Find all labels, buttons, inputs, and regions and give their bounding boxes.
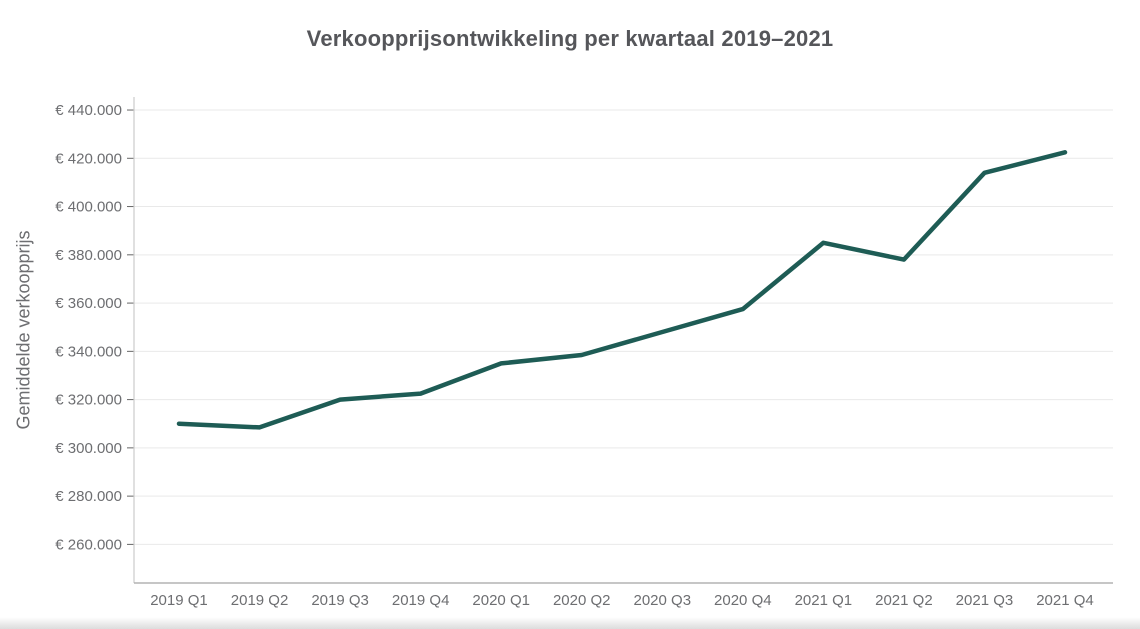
x-tick-label: 2021 Q3 [956, 592, 1014, 609]
y-tick-label: € 360.000 [55, 295, 122, 312]
x-tick-label: 2020 Q3 [633, 592, 691, 609]
y-tick-label: € 400.000 [55, 199, 122, 216]
x-tick-label: 2019 Q1 [150, 592, 208, 609]
x-tick-label: 2020 Q2 [553, 592, 611, 609]
x-tick-label: 2019 Q2 [231, 592, 289, 609]
x-tick-label: 2021 Q2 [875, 592, 933, 609]
bottom-edge-shadow [0, 617, 1140, 629]
y-tick-label: € 440.000 [55, 102, 122, 119]
y-tick-label: € 340.000 [55, 343, 122, 360]
y-tick-label: € 300.000 [55, 440, 122, 457]
x-tick-label: 2019 Q3 [311, 592, 369, 609]
chart-title: Verkoopprijsontwikkeling per kwartaal 20… [306, 26, 834, 51]
x-tick-label: 2021 Q4 [1036, 592, 1094, 609]
y-tick-label: € 260.000 [55, 536, 122, 553]
price-series-line [176, 150, 1068, 430]
y-tick-label: € 280.000 [55, 488, 122, 505]
y-tick-label: € 320.000 [55, 392, 122, 409]
y-tick-label: € 420.000 [55, 150, 122, 167]
x-tick-label: 2020 Q4 [714, 592, 772, 609]
y-tick-label: € 380.000 [55, 247, 122, 264]
x-tick-label: 2020 Q1 [472, 592, 530, 609]
x-tick-label: 2019 Q4 [392, 592, 450, 609]
x-tick-label: 2021 Q1 [795, 592, 853, 609]
